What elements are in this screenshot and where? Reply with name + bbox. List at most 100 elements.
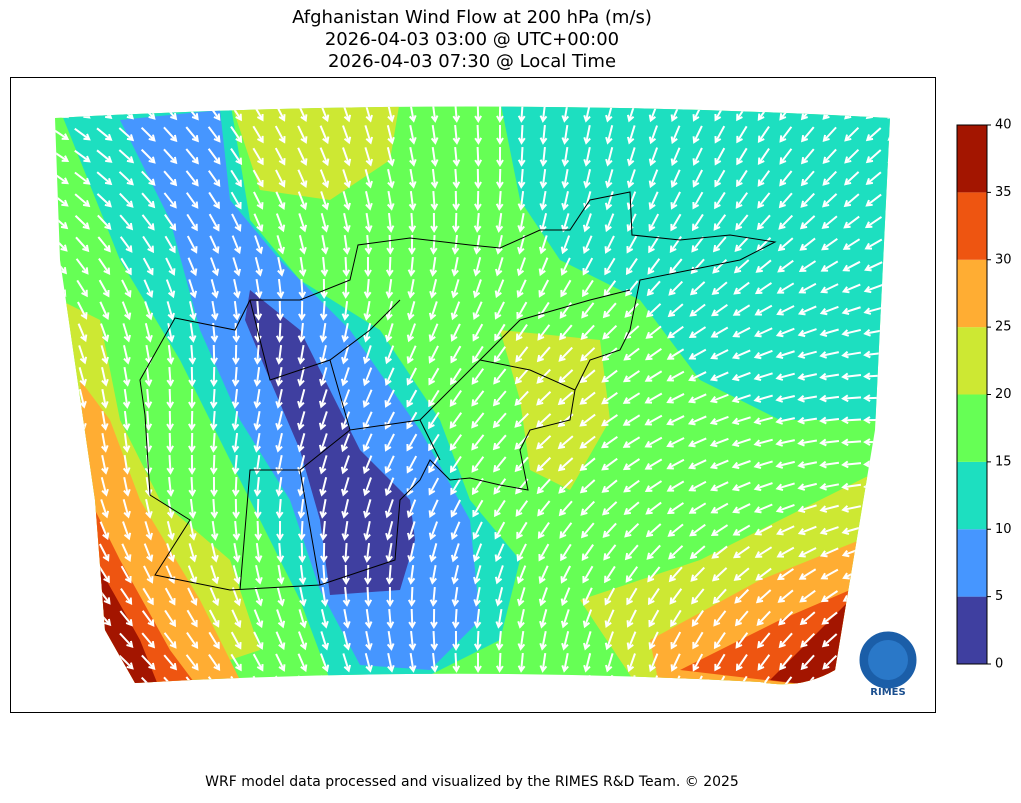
wind-arrow [648, 169, 659, 189]
wind-arrow [692, 631, 704, 650]
wind-arrow [711, 545, 728, 559]
colorbar-segment [957, 259, 987, 328]
wind-arrow [254, 235, 264, 255]
wind-arrow [757, 125, 770, 144]
wind-arrow [297, 520, 306, 541]
wind-arrow [209, 257, 220, 277]
wind-arrow [298, 609, 307, 629]
wind-arrow [274, 125, 286, 144]
wind-arrow [342, 256, 351, 277]
wind-arrow [516, 543, 527, 562]
wind-arrow [471, 368, 485, 385]
wind-arrow [735, 192, 749, 209]
wind-arrow [321, 234, 329, 255]
wind-arrow [56, 433, 65, 453]
wind-arrow [600, 414, 618, 427]
wind-arrow [297, 631, 308, 651]
wind-arrow [558, 369, 574, 384]
wind-arrow [254, 542, 263, 563]
wind-arrow [734, 588, 750, 604]
wind-arrow [96, 655, 113, 670]
wind-arrow [189, 520, 197, 541]
wind-arrow [559, 522, 573, 539]
wind-arrow [163, 654, 178, 671]
wind-arrow [474, 106, 482, 123]
wind-speed-region [770, 600, 850, 685]
wind-arrow [276, 520, 284, 541]
wind-arrow [777, 237, 794, 252]
wind-arrow [775, 503, 795, 514]
wind-arrow [582, 235, 593, 255]
wind-arrow [428, 323, 439, 343]
wind-arrow [78, 477, 88, 497]
wind-arrow [800, 192, 815, 208]
title-line: Afghanistan Wind Flow at 200 hPa (m/s) [292, 7, 652, 28]
wind-arrow [74, 193, 91, 208]
wind-arrow [55, 128, 70, 141]
wind-arrow [55, 477, 66, 497]
wind-arrow [430, 674, 439, 685]
wind-arrow [74, 127, 91, 141]
wind-arrow [885, 350, 890, 359]
wind-arrow [97, 214, 112, 230]
wind-arrow [604, 565, 616, 584]
wind-arrow [581, 302, 595, 319]
wind-arrow [384, 433, 395, 452]
wind-arrow [120, 257, 132, 276]
wind-arrow [778, 611, 794, 626]
wind-arrow [297, 322, 306, 343]
wind-arrow [885, 569, 890, 580]
wind-arrow [666, 437, 685, 448]
wind-arrow [605, 653, 614, 673]
wind-arrow [254, 300, 263, 321]
wind-arrow [756, 214, 771, 231]
wind-arrow [731, 371, 751, 382]
wind-arrow [580, 347, 596, 362]
wind-arrow [493, 478, 507, 495]
wind-arrow [496, 674, 504, 685]
wind-arrow [318, 433, 328, 453]
wind-arrow [166, 454, 175, 475]
wind-arrow [231, 366, 240, 387]
wind-arrow [797, 482, 817, 491]
wind-arrow [775, 417, 796, 425]
wind-arrow [340, 433, 351, 453]
wind-arrow [514, 368, 529, 385]
wind-arrow [365, 191, 373, 211]
wind-arrow [626, 609, 637, 628]
wind-arrow [451, 565, 460, 585]
wind-arrow [841, 438, 862, 447]
wind-arrow [451, 256, 459, 277]
wind-arrow [319, 125, 330, 145]
wind-arrow [406, 455, 418, 474]
wind-arrow [230, 147, 243, 166]
wind-arrow [536, 391, 552, 406]
wind-arrow [451, 608, 460, 629]
wind-arrow [646, 303, 662, 318]
wind-arrow [207, 148, 221, 165]
wind-arrow [517, 674, 526, 685]
wind-arrow [185, 654, 199, 671]
wind-arrow [120, 588, 133, 606]
wind-arrow [98, 257, 111, 276]
wind-arrow [207, 126, 221, 143]
wind-arrow [797, 305, 817, 316]
wind-arrow [56, 367, 66, 387]
wind-arrow [121, 279, 132, 298]
wind-speed-region [230, 106, 400, 200]
wind-arrow [471, 412, 485, 429]
wind-arrow [297, 367, 305, 387]
wind-arrow [776, 282, 795, 294]
wind-arrow [384, 455, 395, 474]
wind-arrow [364, 147, 373, 167]
wind-arrow [274, 675, 286, 685]
wind-arrow [626, 147, 636, 167]
wind-arrow [474, 124, 483, 145]
wind-arrow [536, 478, 551, 495]
wind-arrow [841, 306, 861, 316]
footer: WRF model data processed and visualized … [205, 774, 739, 790]
wind-arrow [297, 653, 308, 673]
wind-arrow [55, 301, 66, 320]
wind-arrow [166, 388, 175, 409]
wind-arrow [710, 349, 729, 360]
